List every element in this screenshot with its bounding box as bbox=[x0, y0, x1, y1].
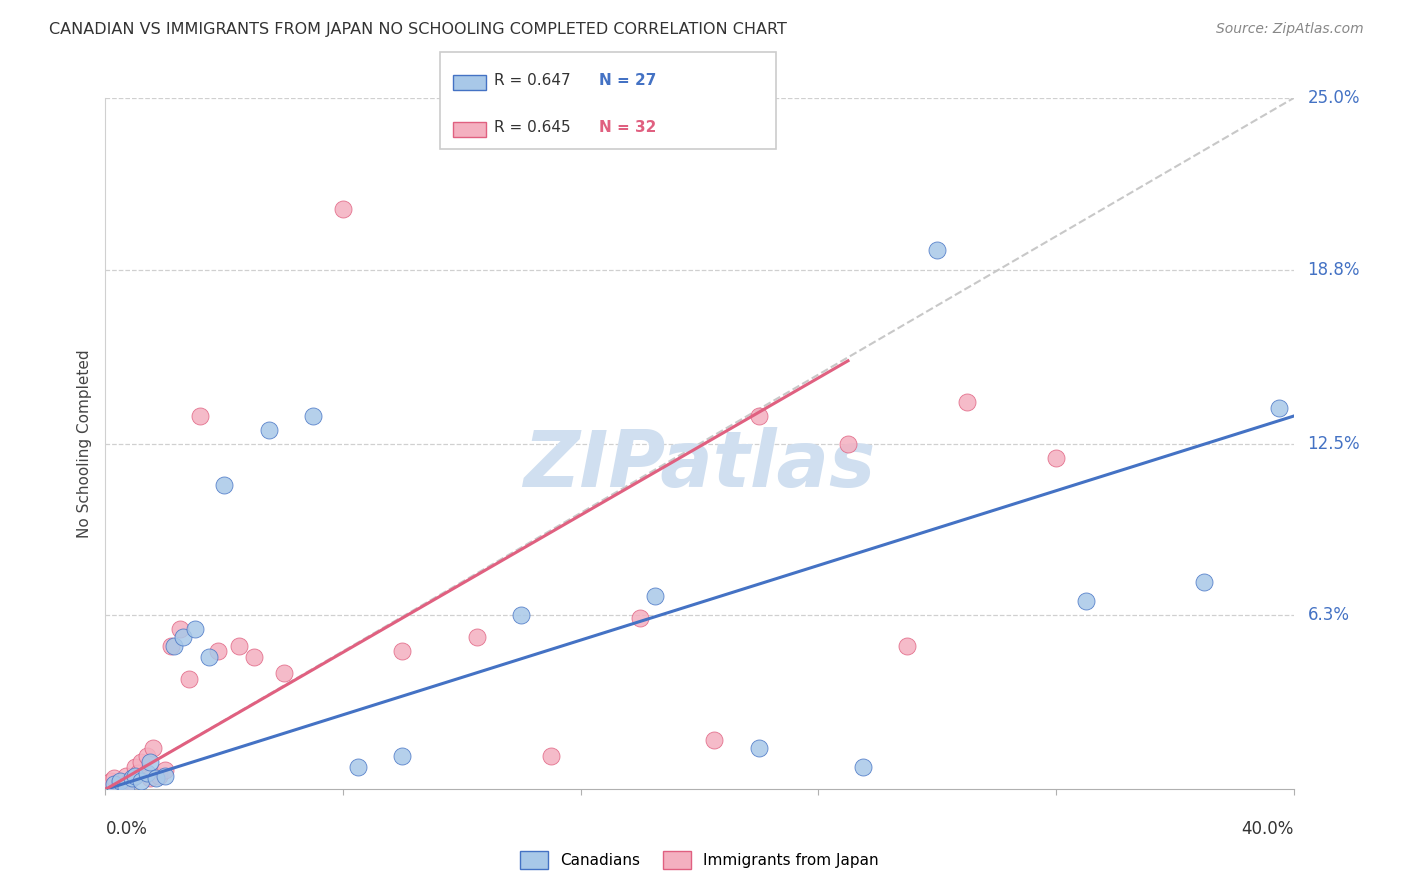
Point bbox=[956, 395, 979, 409]
Point bbox=[183, 622, 205, 636]
Point bbox=[121, 772, 143, 786]
Point bbox=[927, 244, 949, 258]
Point bbox=[391, 644, 413, 658]
Point bbox=[228, 639, 250, 653]
Point bbox=[896, 639, 918, 653]
Point bbox=[628, 611, 651, 625]
Text: 6.3%: 6.3% bbox=[1308, 607, 1350, 624]
Point bbox=[127, 765, 149, 780]
Point bbox=[510, 608, 533, 623]
Text: 25.0%: 25.0% bbox=[1308, 89, 1360, 107]
Text: ZIPatlas: ZIPatlas bbox=[523, 426, 876, 502]
Point bbox=[153, 769, 176, 783]
Text: N = 27: N = 27 bbox=[599, 73, 657, 87]
Text: 40.0%: 40.0% bbox=[1241, 820, 1294, 838]
Point bbox=[273, 666, 295, 681]
Legend: Canadians, Immigrants from Japan: Canadians, Immigrants from Japan bbox=[515, 846, 884, 875]
Point bbox=[115, 780, 138, 794]
Point bbox=[837, 437, 859, 451]
Point bbox=[169, 622, 191, 636]
Point bbox=[172, 630, 194, 644]
Point bbox=[332, 202, 354, 216]
Point bbox=[1267, 401, 1289, 415]
Point bbox=[100, 774, 122, 789]
Point bbox=[136, 749, 159, 764]
Point bbox=[540, 749, 562, 764]
Point bbox=[136, 765, 159, 780]
Point bbox=[198, 649, 221, 664]
Point bbox=[391, 749, 413, 764]
Point bbox=[748, 409, 770, 424]
Text: Source: ZipAtlas.com: Source: ZipAtlas.com bbox=[1216, 22, 1364, 37]
Point bbox=[257, 423, 280, 437]
Point bbox=[243, 649, 266, 664]
Point bbox=[124, 760, 146, 774]
Point bbox=[115, 769, 138, 783]
Point bbox=[142, 740, 165, 755]
Y-axis label: No Schooling Completed: No Schooling Completed bbox=[77, 350, 93, 538]
Point bbox=[207, 644, 229, 658]
Point bbox=[110, 777, 132, 791]
Point bbox=[703, 732, 725, 747]
Point bbox=[139, 772, 162, 786]
Text: N = 32: N = 32 bbox=[599, 120, 657, 135]
Point bbox=[1045, 450, 1067, 465]
Point bbox=[103, 777, 125, 791]
Point bbox=[644, 589, 666, 603]
Point bbox=[465, 630, 488, 644]
Point bbox=[748, 740, 770, 755]
Text: R = 0.647: R = 0.647 bbox=[494, 73, 569, 87]
Point bbox=[852, 760, 875, 774]
Point bbox=[139, 755, 162, 769]
Point bbox=[163, 639, 186, 653]
Text: 12.5%: 12.5% bbox=[1308, 434, 1360, 453]
Text: 18.8%: 18.8% bbox=[1308, 260, 1360, 278]
Text: R = 0.645: R = 0.645 bbox=[494, 120, 569, 135]
Point bbox=[148, 769, 170, 783]
Point bbox=[153, 763, 176, 777]
Point bbox=[177, 672, 200, 686]
Point bbox=[302, 409, 325, 424]
Text: CANADIAN VS IMMIGRANTS FROM JAPAN NO SCHOOLING COMPLETED CORRELATION CHART: CANADIAN VS IMMIGRANTS FROM JAPAN NO SCH… bbox=[49, 22, 787, 37]
Point bbox=[214, 478, 236, 492]
Point bbox=[1074, 594, 1097, 608]
Point bbox=[110, 774, 132, 789]
Point bbox=[129, 755, 152, 769]
Point bbox=[129, 774, 152, 789]
Point bbox=[190, 409, 212, 424]
Point bbox=[118, 774, 141, 789]
Point bbox=[103, 772, 125, 786]
Point bbox=[145, 772, 167, 786]
Point bbox=[347, 760, 370, 774]
Point bbox=[159, 639, 181, 653]
Text: 0.0%: 0.0% bbox=[105, 820, 148, 838]
Point bbox=[124, 769, 146, 783]
Point bbox=[1194, 575, 1216, 590]
